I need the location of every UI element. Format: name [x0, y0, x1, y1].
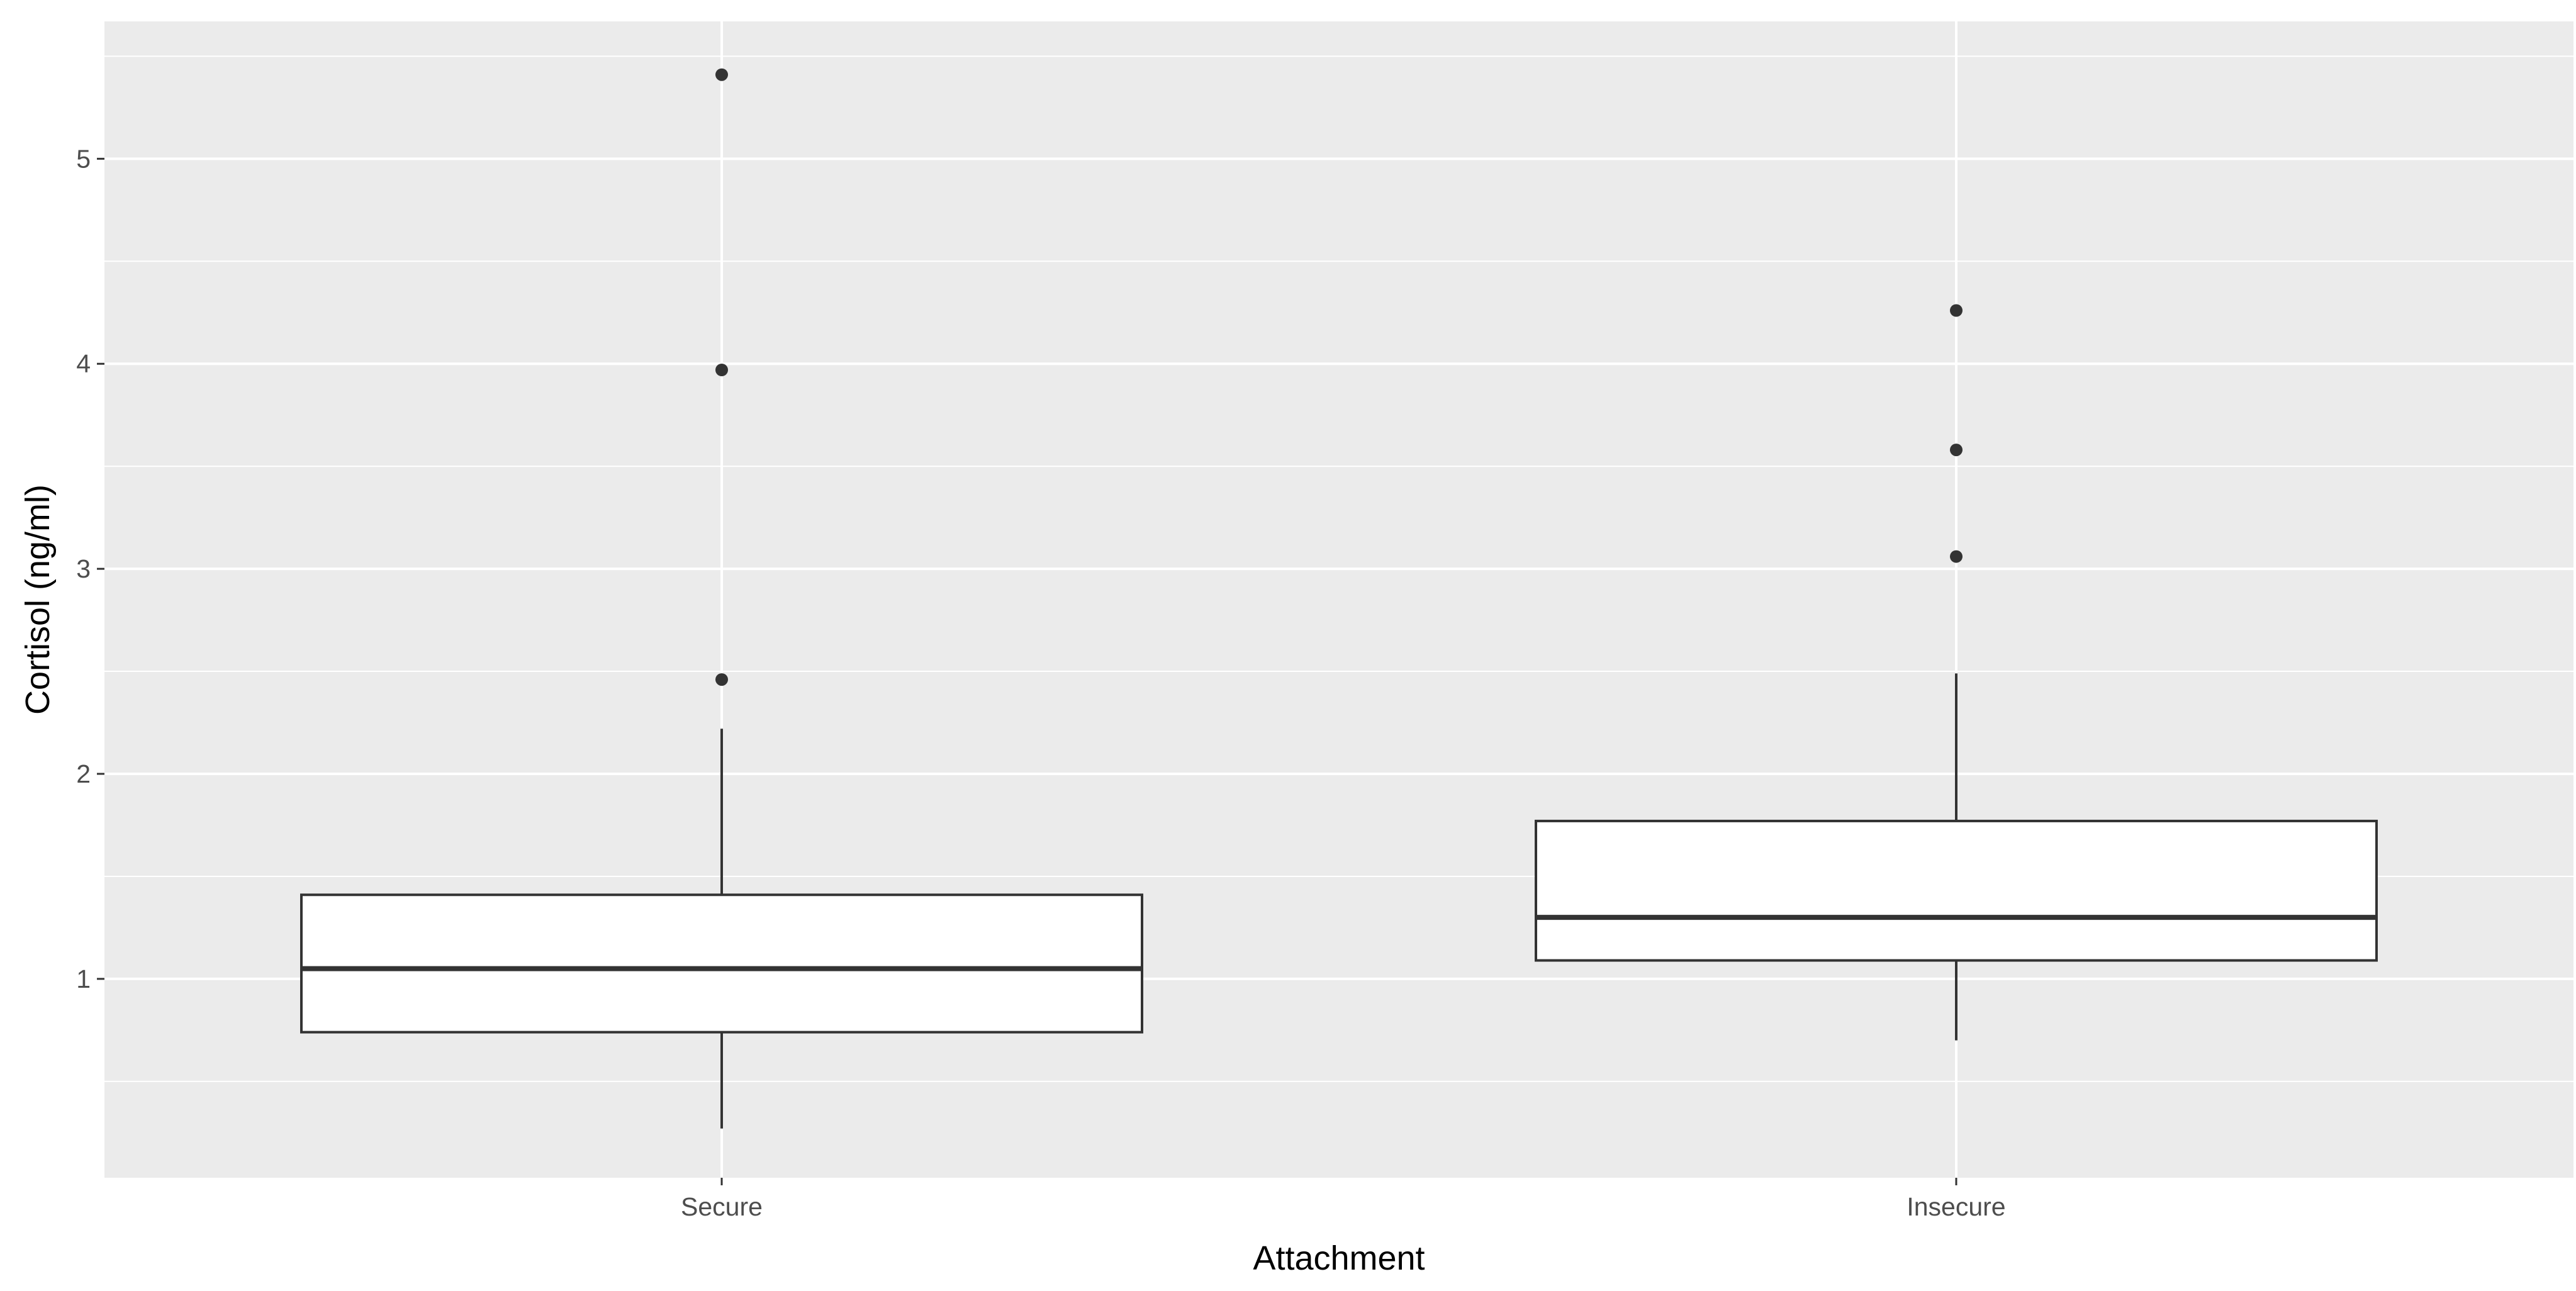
outlier-point — [1950, 304, 1963, 317]
gridlines — [104, 21, 2573, 1178]
x-axis-title: Attachment — [1253, 1239, 1425, 1277]
x-tick-label: Secure — [681, 1192, 763, 1221]
y-tick-label: 3 — [76, 554, 91, 583]
outlier-point — [715, 364, 728, 377]
axes: 1 2 3 4 5 Secure Insecure — [76, 144, 2005, 1221]
boxes — [300, 68, 2378, 1129]
outlier-point — [715, 673, 728, 686]
outlier-point — [1950, 444, 1963, 457]
iqr-box — [300, 893, 1143, 1034]
x-tick-label: Insecure — [1907, 1192, 2005, 1221]
y-tick-label: 4 — [76, 349, 91, 378]
y-tick-label: 2 — [76, 759, 91, 788]
box-insecure — [1535, 304, 2378, 1041]
y-tick-label: 5 — [76, 144, 91, 173]
y-tick-label: 1 — [76, 964, 91, 993]
iqr-box — [1535, 819, 2378, 962]
outlier-point — [715, 68, 728, 81]
outlier-point — [1950, 550, 1963, 563]
y-axis-title: Cortisol (ng/ml) — [19, 484, 57, 715]
box-secure — [300, 68, 1143, 1129]
